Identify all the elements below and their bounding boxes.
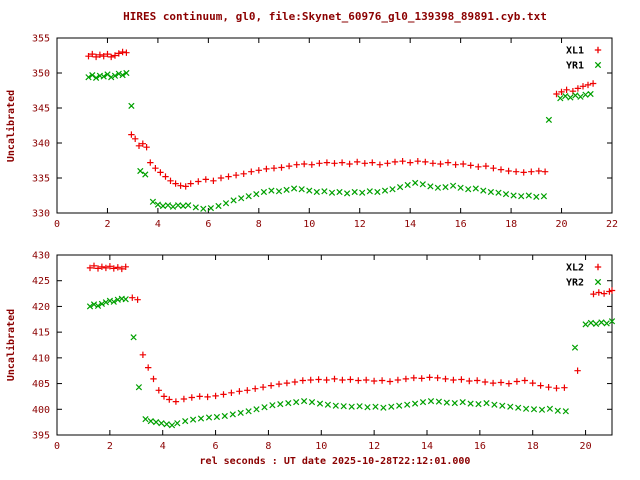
y-tick-label: 345 (32, 104, 50, 115)
legend-label-XL1: XL1 (566, 46, 584, 57)
x-tick-label: 16 (455, 219, 467, 230)
x-tick-label: 2 (107, 441, 113, 452)
XL1-legend-marker-icon (594, 46, 602, 54)
legend-label-YR1: YR1 (566, 61, 584, 72)
x-tick-label: 14 (404, 219, 416, 230)
x-tick-label: 6 (213, 441, 219, 452)
y-tick-label: 425 (32, 276, 50, 287)
y-tick-label: 350 (32, 69, 50, 80)
x-tick-label: 12 (368, 441, 380, 452)
x-tick-label: 0 (54, 219, 60, 230)
x-axis-label: rel seconds : UT date 2025-10-28T22:12:0… (200, 456, 471, 467)
x-tick-label: 16 (474, 441, 486, 452)
y-tick-label: 330 (32, 209, 50, 220)
x-tick-label: 20 (556, 219, 568, 230)
series-points-YR1 (85, 69, 594, 212)
bottom-panel: 0 2 4 6 8 10 12 14 16 18 20 395 400 405 410 415 420 425 43… (32, 251, 616, 452)
x-tick-label: 22 (606, 219, 618, 230)
y-tick-label: 415 (32, 328, 50, 339)
y-axis-label-bottom: Uncalibrated (5, 309, 17, 381)
y-tick-label: 335 (32, 174, 50, 185)
series-points-YR2 (86, 295, 616, 429)
plot-border (56, 254, 613, 436)
y-tick-label: 430 (32, 251, 50, 262)
top-panel: 0 2 4 6 8 10 12 14 16 18 20 22 330 335 340 345 350 355 XL1… (32, 34, 618, 231)
y-axis-ticks: 330 335 340 345 350 355 (32, 34, 612, 220)
y-tick-label: 355 (32, 34, 50, 45)
y-axis-label-top: Uncalibrated (5, 90, 17, 162)
y-tick-label: 340 (32, 139, 50, 150)
x-axis-ticks: 0 2 4 6 8 10 12 14 16 18 20 (54, 255, 592, 452)
legend-label-XL2: XL2 (566, 263, 584, 274)
YR2-legend-marker-icon (594, 278, 602, 286)
x-tick-label: 4 (155, 219, 161, 230)
x-tick-label: 18 (527, 441, 539, 452)
x-tick-label: 10 (315, 441, 327, 452)
x-tick-label: 14 (421, 441, 433, 452)
YR1-legend-marker-icon (594, 61, 602, 69)
y-tick-label: 420 (32, 302, 50, 313)
series-points-XL1 (85, 48, 597, 190)
x-tick-label: 6 (205, 219, 211, 230)
x-tick-label: 4 (160, 441, 166, 452)
x-tick-label: 18 (505, 219, 517, 230)
x-tick-label: 2 (104, 219, 110, 230)
XL2-legend-marker-icon (594, 263, 602, 271)
x-tick-label: 20 (580, 441, 592, 452)
x-tick-label: 10 (303, 219, 315, 230)
chart-title: HIRES continuum, gl0, file:Skynet_60976_… (123, 10, 547, 23)
legend-label-YR2: YR2 (566, 278, 584, 289)
y-tick-label: 400 (32, 405, 50, 416)
x-tick-label: 8 (265, 441, 271, 452)
x-axis-ticks: 0 2 4 6 8 10 12 14 16 18 20 22 (54, 38, 618, 230)
plot-border (56, 37, 613, 214)
x-tick-label: 8 (256, 219, 262, 230)
series-points-XL2 (86, 262, 616, 405)
y-tick-label: 395 (32, 431, 50, 442)
y-tick-label: 405 (32, 379, 50, 390)
y-axis-ticks: 395 400 405 410 415 420 425 430 (32, 251, 612, 442)
x-tick-label: 0 (54, 441, 60, 452)
x-tick-label: 12 (354, 219, 366, 230)
y-tick-label: 410 (32, 353, 50, 364)
